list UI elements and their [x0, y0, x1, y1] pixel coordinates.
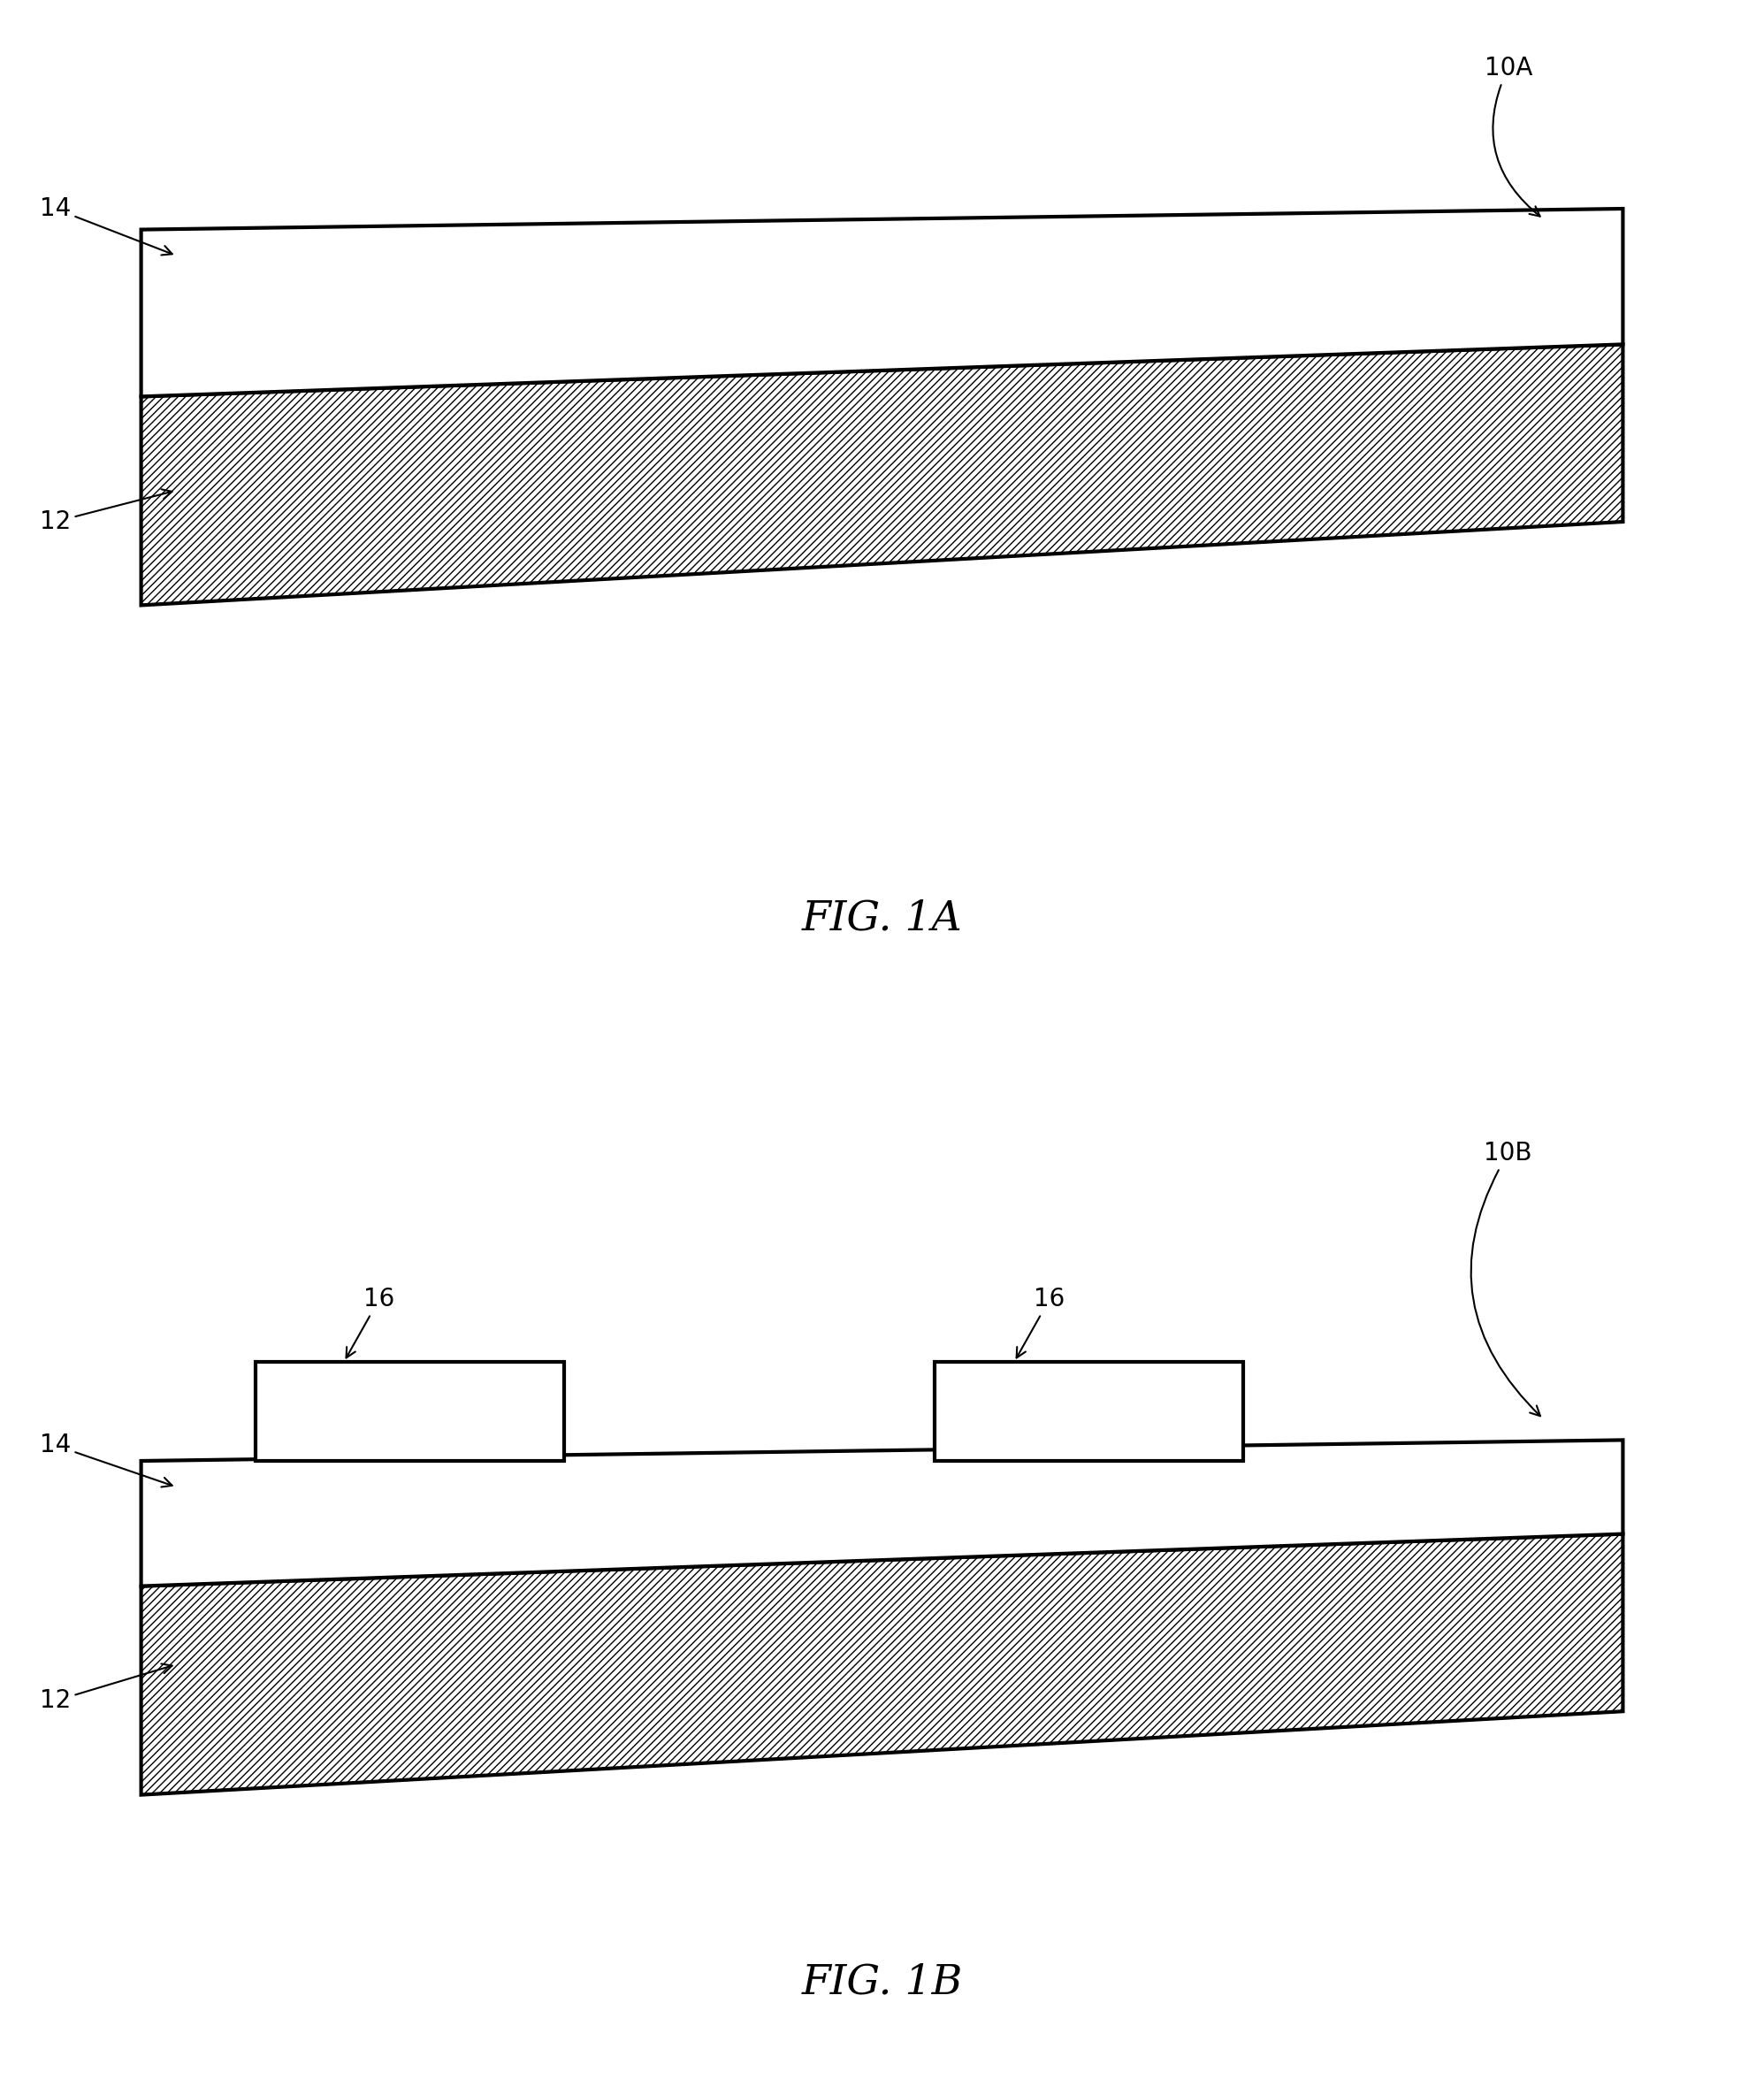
- Text: 12: 12: [39, 1663, 173, 1713]
- Text: FIG. 1B: FIG. 1B: [801, 1962, 963, 2004]
- Text: 10A: 10A: [1484, 56, 1540, 217]
- Text: 16: 16: [346, 1288, 395, 1359]
- Text: FIG. 1A: FIG. 1A: [801, 897, 963, 939]
- Polygon shape: [141, 344, 1623, 605]
- Bar: [256, 1363, 564, 1461]
- Bar: [935, 1363, 1244, 1461]
- Polygon shape: [141, 209, 1623, 397]
- Text: 16: 16: [1016, 1288, 1065, 1359]
- Text: 12: 12: [39, 488, 173, 534]
- Text: 14: 14: [39, 1434, 173, 1486]
- Polygon shape: [141, 1534, 1623, 1795]
- Polygon shape: [141, 1440, 1623, 1586]
- Text: 14: 14: [39, 196, 173, 255]
- Text: 10B: 10B: [1471, 1142, 1540, 1415]
